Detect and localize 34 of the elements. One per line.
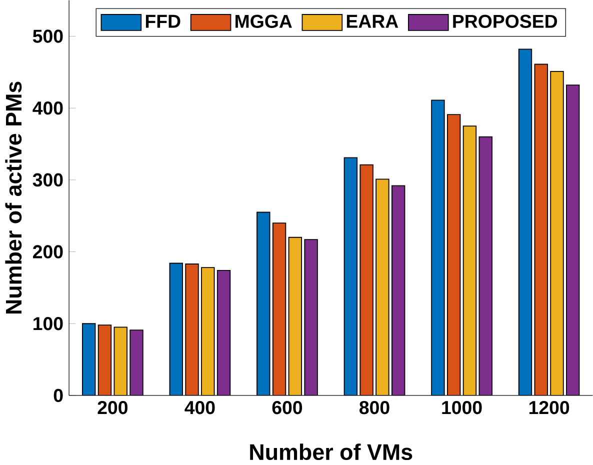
x-tick-label: 1200 [529, 400, 570, 414]
bar [376, 178, 390, 396]
x-tick-label: 1000 [442, 400, 482, 414]
legend-label: FFD [146, 14, 180, 28]
legend-label: PROPOSED [453, 14, 558, 28]
legend-label: EARA [346, 14, 398, 28]
bar [534, 64, 548, 396]
bar [288, 236, 302, 396]
x-tick-label: 400 [184, 400, 215, 414]
bar [114, 326, 128, 396]
bar [462, 125, 477, 396]
bar [550, 70, 564, 396]
x-tick-label: 200 [98, 400, 128, 414]
y-axis-title: Number of active PMs [5, 82, 22, 314]
x-axis-title: Number of VMs [250, 443, 412, 460]
bar [478, 136, 492, 396]
x-tick-label: 800 [359, 400, 390, 414]
y-tick-label: 200 [33, 245, 63, 258]
bar [304, 238, 318, 396]
bar [185, 263, 199, 396]
y-tick-label: 400 [32, 101, 63, 115]
bar [360, 164, 374, 396]
x-tick-label: 600 [272, 400, 302, 414]
y-tick-label: 0 [54, 388, 63, 402]
bar [446, 114, 461, 396]
legend-label: MGGA [236, 14, 292, 28]
bar [566, 84, 580, 396]
bar [272, 222, 286, 396]
y-tick-label: 100 [34, 316, 63, 330]
y-tick-label: 500 [32, 30, 63, 43]
y-tick-label: 300 [32, 173, 63, 186]
bar [201, 267, 215, 396]
bar [130, 330, 144, 396]
bar [391, 185, 406, 396]
